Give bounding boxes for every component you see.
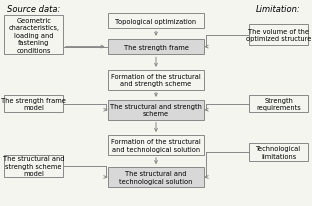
Bar [108,40,204,55]
Text: The volume of the
optimized structure: The volume of the optimized structure [246,29,311,42]
Bar [4,16,63,55]
Text: The strength frame
model: The strength frame model [1,97,66,111]
Bar [249,144,308,161]
Bar [249,25,308,46]
Text: Geometric
characteristics,
loading and
fastening
conditions: Geometric characteristics, loading and f… [8,18,59,53]
Bar [108,167,204,187]
Bar [108,14,204,29]
Text: The structural and
technological solution: The structural and technological solutio… [119,170,193,184]
Text: Limitation:: Limitation: [256,5,301,14]
Text: Formation of the structural
and strength scheme: Formation of the structural and strength… [111,74,201,87]
Text: The structural and
strength scheme
model: The structural and strength scheme model [3,155,65,176]
Bar [108,100,204,120]
Bar [108,136,204,155]
Bar [4,95,63,113]
Text: Strength
requirements: Strength requirements [256,97,301,111]
Text: Topological optimization: Topological optimization [115,19,197,25]
Text: The strength frame: The strength frame [124,44,188,50]
Text: Source data:: Source data: [7,5,61,14]
Bar [108,71,204,90]
Text: The structural and strength
scheme: The structural and strength scheme [110,103,202,117]
Bar [4,155,63,177]
Text: Technological
limitations: Technological limitations [256,146,301,159]
Text: Formation of the structural
and technological solution: Formation of the structural and technolo… [111,138,201,152]
Bar [249,95,308,113]
